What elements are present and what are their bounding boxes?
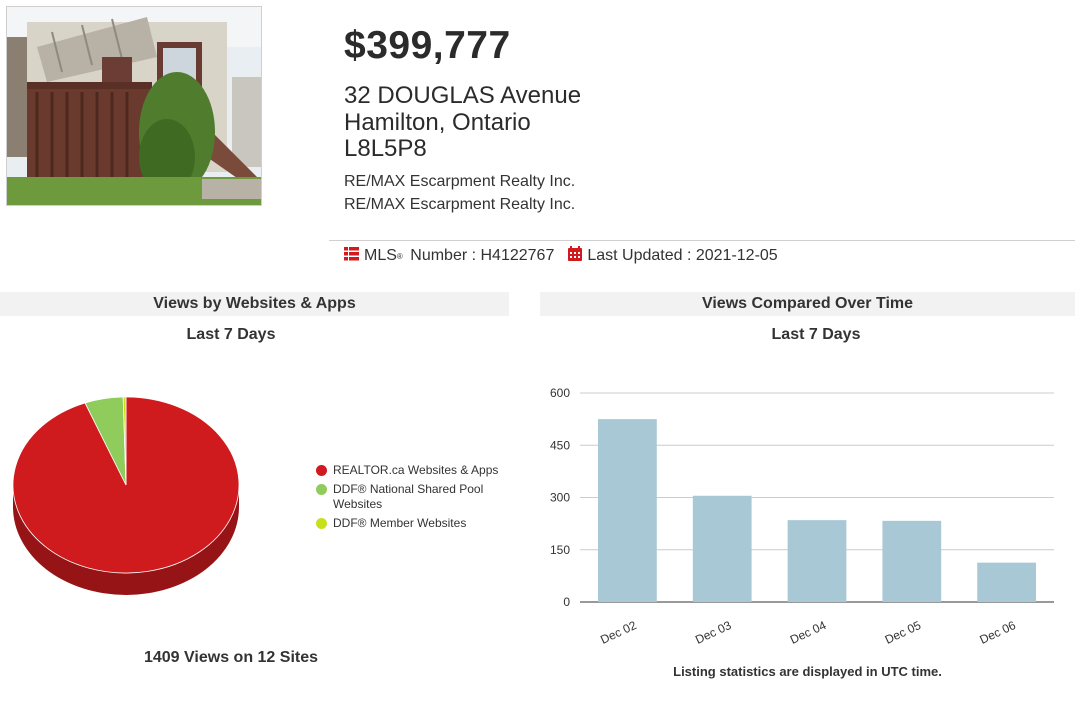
views-over-time-subtitle: Last 7 Days	[771, 326, 861, 343]
legend-label-realtor: REALTOR.ca Websites & Apps	[333, 463, 499, 477]
views-total-summary: 1409 Views on 12 Sites	[143, 649, 319, 666]
y-tick-label-4: 600	[550, 386, 570, 400]
views-bar-chart: 0 150 300 450 600 Dec 02: 525 Dec 02 Dec 03: 30…	[550, 386, 1054, 647]
views-over-time-header: Views Compared Over Time	[540, 292, 1075, 316]
legend-label-ddf-national: DDF® National Shared Pool Websites	[333, 482, 484, 511]
mls-label: MLS	[364, 247, 397, 264]
list-icon	[344, 246, 359, 266]
legend-item-realtor[interactable]: REALTOR.ca Websites & Apps	[316, 463, 516, 478]
house-photo-image	[7, 7, 261, 205]
address-street: 32 DOUGLAS Avenue	[344, 82, 582, 109]
legend-swatch-realtor	[316, 465, 327, 476]
legend-item-ddf-member[interactable]: DDF® Member Websites	[316, 516, 516, 531]
brokerage-name: RE/MAX Escarpment Realty Inc.	[344, 173, 576, 190]
last-updated-label: Last Updated :	[587, 247, 696, 264]
address-city: Hamilton, Ontario	[344, 109, 531, 136]
bar-dec-03[interactable]: Dec 03: 305	[692, 495, 752, 602]
x-tick-label-0: Dec 02	[598, 618, 639, 647]
mls-number: H4122767	[480, 247, 555, 264]
address-postal-code: L8L5P8	[344, 135, 427, 162]
info-divider	[329, 240, 1075, 241]
bar-dec-02[interactable]: Dec 02: 525	[598, 419, 657, 602]
calendar-icon	[568, 246, 583, 266]
listing-price: $399,777	[344, 24, 511, 67]
legend-swatch-ddf-national	[316, 484, 327, 495]
legend-swatch-ddf-member	[316, 518, 327, 529]
views-by-sites-subtitle: Last 7 Days	[186, 326, 276, 343]
x-tick-label-1: Dec 03	[693, 618, 734, 647]
y-tick-label-1: 150	[550, 543, 570, 557]
mls-number-label: Number :	[405, 247, 481, 264]
utc-time-note: Listing statistics are displayed in UTC …	[673, 664, 942, 679]
x-tick-label-2: Dec 04	[788, 618, 829, 647]
pie-slice-side-0	[13, 485, 239, 595]
views-by-sites-header: Views by Websites & Apps	[0, 292, 509, 316]
pie-slice-2[interactable]: DDF® Member Websites	[122, 396, 127, 486]
legend-label-ddf-member: DDF® Member Websites	[333, 516, 467, 530]
y-tick-label-3: 450	[550, 438, 570, 452]
listing-photo[interactable]	[6, 6, 262, 206]
brokerage-name-secondary: RE/MAX Escarpment Realty Inc.	[344, 196, 576, 213]
pie-legend: REALTOR.ca Websites & Apps DDF® National…	[316, 463, 516, 535]
listing-meta: MLS ® Number : H4122767 Last Updated : 20…	[344, 246, 778, 266]
bar-dec-05[interactable]: Dec 05: 233	[882, 520, 942, 602]
y-tick-label-2: 300	[550, 491, 570, 505]
bar-dec-04[interactable]: Dec 04: 235	[787, 520, 847, 602]
y-tick-label-0: 0	[563, 595, 570, 609]
bar-dec-06[interactable]: Dec 06: 113	[977, 562, 1036, 602]
legend-item-ddf-national[interactable]: DDF® National Shared Pool Websites	[316, 482, 516, 512]
x-tick-label-3: Dec 05	[883, 618, 924, 647]
last-updated-date: 2021-12-05	[695, 247, 778, 264]
mls-registered-mark: ®	[396, 251, 403, 261]
x-tick-label-4: Dec 06	[977, 618, 1018, 647]
